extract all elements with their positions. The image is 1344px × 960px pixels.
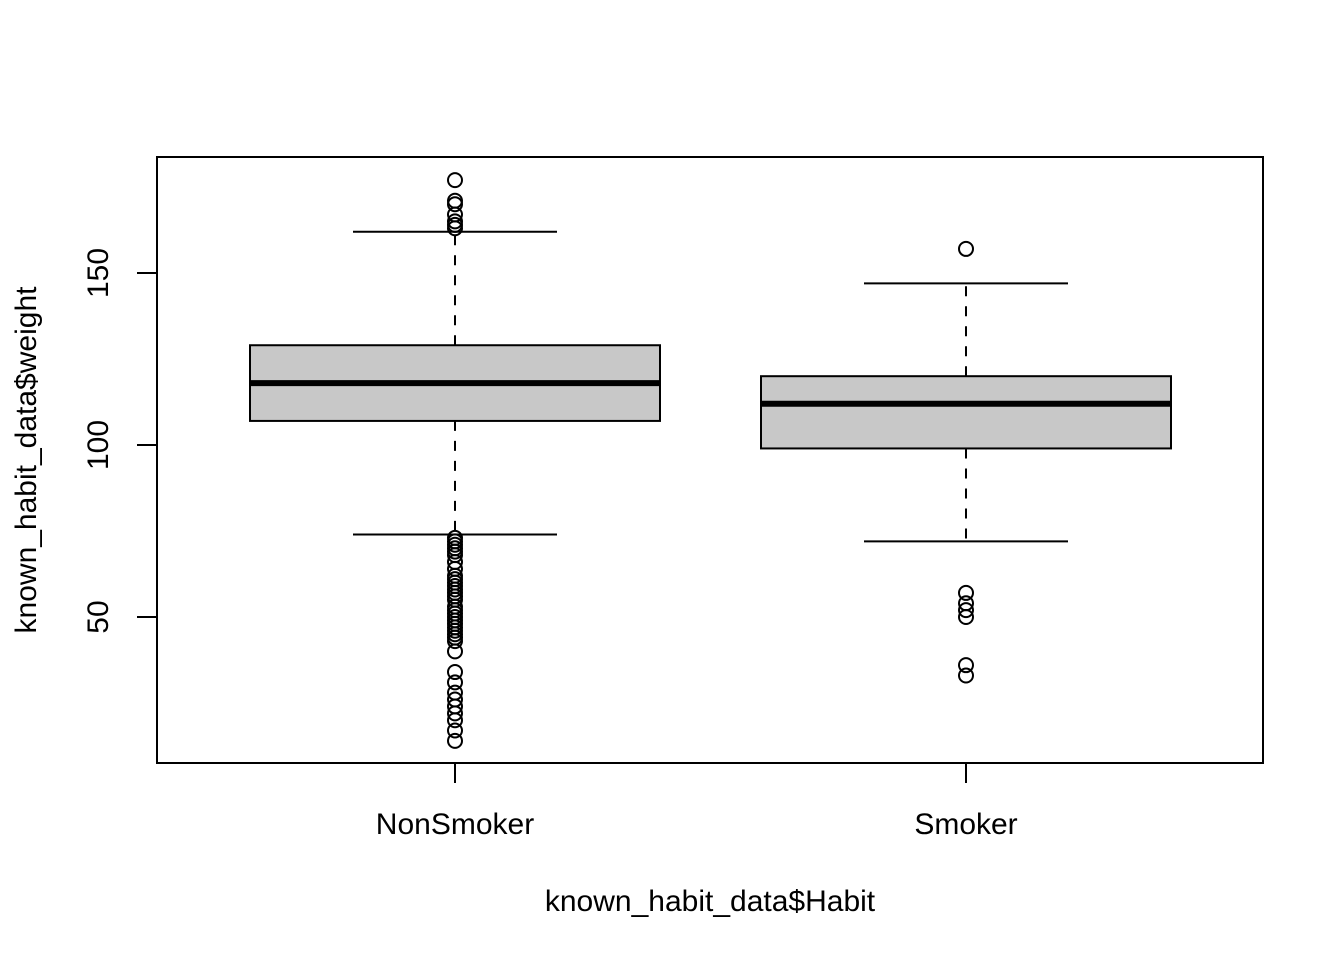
outlier-point bbox=[958, 602, 974, 619]
outlier-point bbox=[958, 667, 974, 684]
outlier-point bbox=[447, 664, 463, 681]
outlier-point bbox=[447, 172, 463, 189]
outlier-point bbox=[958, 657, 974, 674]
outlier-point bbox=[447, 732, 463, 749]
box-group-smoker bbox=[760, 240, 1172, 684]
outlier-point bbox=[447, 674, 463, 691]
y-tick-label: 150 bbox=[82, 248, 115, 298]
x-axis-label: known_habit_data$Habit bbox=[545, 885, 876, 918]
y-axis-label: known_habit_data$weight bbox=[10, 286, 43, 634]
x-axis: NonSmoker Smoker bbox=[376, 763, 1018, 841]
chart-marks bbox=[249, 172, 1172, 749]
outlier-point bbox=[958, 584, 974, 601]
y-axis: 50 100 150 bbox=[82, 248, 158, 634]
outlier-point bbox=[447, 192, 463, 209]
box-group-nonsmoker bbox=[249, 172, 661, 749]
outlier-point bbox=[447, 220, 463, 237]
outlier-point bbox=[447, 216, 463, 233]
x-tick-label: NonSmoker bbox=[376, 808, 534, 841]
outlier-point bbox=[447, 712, 463, 729]
x-tick-label: Smoker bbox=[914, 808, 1017, 841]
iqr-box bbox=[760, 375, 1172, 450]
outlier-point bbox=[958, 240, 974, 257]
y-tick-label: 100 bbox=[82, 420, 115, 470]
outlier-point bbox=[447, 643, 463, 660]
outlier-point bbox=[447, 633, 463, 650]
plot-area-border bbox=[156, 156, 1264, 764]
outlier-point bbox=[958, 609, 974, 625]
outlier-point bbox=[447, 196, 463, 213]
outlier-point bbox=[447, 722, 463, 739]
outlier-point bbox=[447, 705, 463, 722]
y-tick-label: 50 bbox=[82, 600, 115, 633]
